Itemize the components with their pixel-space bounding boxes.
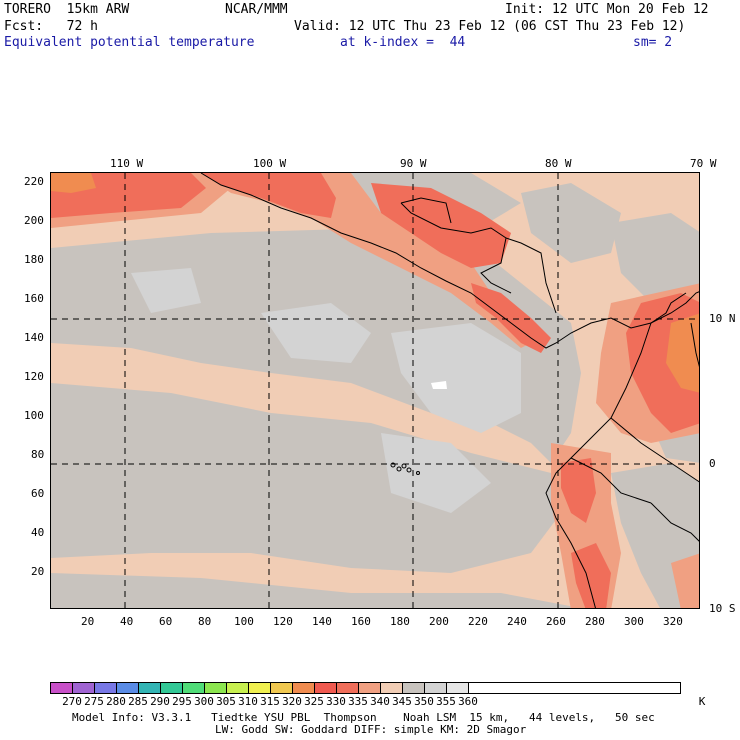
y-tick-220: 220 [24, 175, 44, 188]
colorbar-unit: K [698, 695, 706, 708]
colorbar-swatch [424, 682, 447, 694]
colorbar-swatch [94, 682, 117, 694]
x-tick-100: 100 [234, 615, 254, 628]
model-info-line2: LW: Godd SW: Goddard DIFF: simple KM: 2D… [215, 723, 527, 736]
map-panel [50, 172, 700, 609]
y-tick-200: 200 [24, 214, 44, 227]
colorbar-label: 330 [326, 695, 346, 708]
x-tick-60: 60 [159, 615, 173, 628]
x-tick-20: 20 [81, 615, 95, 628]
colorbar-swatch [292, 682, 315, 694]
lat-label-10s: 10 S [709, 602, 736, 615]
y-tick-160: 160 [24, 292, 44, 305]
colorbar-label: 300 [194, 695, 214, 708]
org-name: NCAR/MMM [225, 2, 288, 17]
colorbar-swatch [402, 682, 425, 694]
colorbar-label: 360 [458, 695, 478, 708]
x-tick-140: 140 [312, 615, 332, 628]
smoothing-info: sm= 2 [633, 35, 673, 50]
graticule [51, 173, 699, 608]
x-tick-80: 80 [198, 615, 212, 628]
colorbar-label: 315 [260, 695, 280, 708]
model-title: TORERO 15km ARW [4, 2, 130, 17]
colorbar-swatch [226, 682, 249, 694]
forecast-hour: Fcst: 72 h [4, 19, 98, 34]
colorbar-swatch [358, 682, 381, 694]
lon-label-100w: 100 W [253, 157, 287, 170]
valid-time: Valid: 12 UTC Thu 23 Feb 12 (06 CST Thu … [294, 19, 686, 34]
colorbar-label: 355 [436, 695, 456, 708]
y-tick-140: 140 [24, 331, 44, 344]
colorbar-label: 345 [392, 695, 412, 708]
x-tick-240: 240 [507, 615, 527, 628]
init-time: Init: 12 UTC Mon 20 Feb 12 [505, 2, 709, 17]
colorbar-label: 305 [216, 695, 236, 708]
colorbar-label: 335 [348, 695, 368, 708]
colorbar-swatch [182, 682, 205, 694]
y-tick-120: 120 [24, 370, 44, 383]
colorbar-label: 285 [128, 695, 148, 708]
field-white-patch [431, 381, 447, 389]
lon-label-80w: 80 W [545, 157, 572, 170]
colorbar-swatch [116, 682, 139, 694]
colorbar-swatch [248, 682, 271, 694]
y-tick-60: 60 [31, 487, 45, 500]
x-tick-320: 320 [663, 615, 683, 628]
level-info: at k-index = 44 [340, 35, 466, 50]
galapagos-islands [390, 462, 420, 475]
colorbar-label: 270 [62, 695, 82, 708]
field-355-regions [131, 268, 521, 513]
y-tick-80: 80 [31, 448, 45, 461]
x-tick-180: 180 [390, 615, 410, 628]
colorbar-swatch [138, 682, 161, 694]
field-325-regions [51, 173, 699, 393]
colorbar-label: 325 [304, 695, 324, 708]
colorbar-swatch [468, 682, 681, 694]
y-tick-40: 40 [31, 526, 45, 539]
x-tick-260: 260 [546, 615, 566, 628]
colorbar-label: 340 [370, 695, 390, 708]
x-tick-40: 40 [120, 615, 134, 628]
colorbar-swatch [314, 682, 337, 694]
y-tick-100: 100 [24, 409, 44, 422]
colorbar-swatch [50, 682, 73, 694]
lon-label-110w: 110 W [110, 157, 144, 170]
coastlines [200, 173, 699, 608]
colorbar-label: 275 [84, 695, 104, 708]
x-tick-120: 120 [273, 615, 293, 628]
x-tick-220: 220 [468, 615, 488, 628]
colorbar-label: 290 [150, 695, 170, 708]
model-info-line1: Model Info: V3.3.1 Tiedtke YSU PBL Thomp… [72, 711, 655, 724]
lat-label-eq: 0 [709, 457, 716, 470]
x-tick-280: 280 [585, 615, 605, 628]
y-tick-20: 20 [31, 565, 45, 578]
x-tick-300: 300 [624, 615, 644, 628]
colorbar-label: 350 [414, 695, 434, 708]
colorbar-label: 295 [172, 695, 192, 708]
colorbar-swatch [204, 682, 227, 694]
field-name: Equivalent potential temperature [4, 35, 255, 50]
y-tick-180: 180 [24, 253, 44, 266]
lon-label-70w: 70 W [690, 157, 717, 170]
lat-label-10n: 10 N [709, 312, 736, 325]
colorbar-swatch [336, 682, 359, 694]
lon-label-90w: 90 W [400, 157, 427, 170]
colorbar-swatch [380, 682, 403, 694]
x-tick-160: 160 [351, 615, 371, 628]
map-canvas [51, 173, 699, 608]
colorbar-swatch [446, 682, 469, 694]
colorbar-swatch [72, 682, 95, 694]
x-tick-200: 200 [429, 615, 449, 628]
colorbar-swatch [160, 682, 183, 694]
colorbar-label: 310 [238, 695, 258, 708]
colorbar-label: 280 [106, 695, 126, 708]
colorbar-label: 320 [282, 695, 302, 708]
colorbar-swatch [270, 682, 293, 694]
